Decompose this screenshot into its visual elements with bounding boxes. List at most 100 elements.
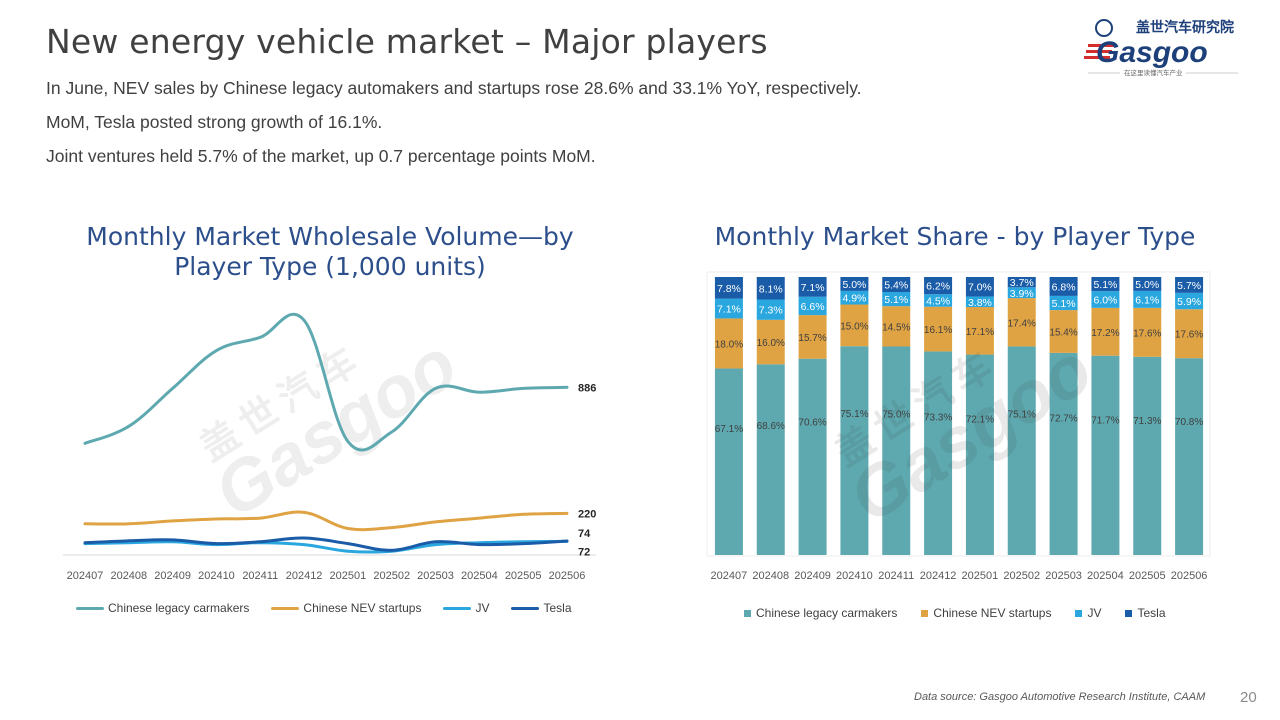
legend-item-legacy: Chinese legacy carmakers — [76, 601, 249, 615]
legend-swatch — [271, 606, 300, 610]
x-tick-label: 202412 — [286, 570, 323, 582]
data-label-legacy: 67.1% — [715, 424, 743, 435]
data-label-legacy: 75.1% — [840, 409, 868, 420]
summary-line-1: In June, NEV sales by Chinese legacy aut… — [46, 78, 862, 98]
legend-swatch — [511, 606, 540, 610]
bar-segment-legacy — [840, 346, 869, 555]
data-label-tesla: 5.0% — [842, 279, 866, 291]
bar-segment-tesla — [798, 277, 827, 297]
legend-label: JV — [475, 601, 490, 615]
bar-segment-legacy — [1091, 355, 1120, 555]
bar-segment-tesla — [924, 277, 953, 295]
data-label-legacy: 72.7% — [1049, 414, 1077, 425]
data-label-startups: 17.6% — [1133, 328, 1161, 339]
x-tick-label: 202501 — [962, 570, 999, 582]
data-label-legacy: 73.3% — [924, 413, 952, 424]
volume-chart-legend: Chinese legacy carmakers Chinese NEV sta… — [76, 601, 594, 615]
bar-segment-startups — [714, 318, 743, 369]
legend-label: Tesla — [1137, 606, 1166, 620]
data-label-tesla: 8.1% — [759, 283, 783, 295]
end-value-label-jv: 72 — [578, 546, 590, 558]
bar-segment-startups — [1049, 310, 1078, 353]
legend-swatch — [921, 609, 929, 617]
data-source-note: Data source: Gasgoo Automotive Research … — [914, 691, 1206, 703]
data-label-startups: 16.0% — [757, 338, 785, 349]
legend-item-jv: JV — [1075, 606, 1101, 620]
data-label-jv: 5.9% — [1177, 296, 1201, 308]
legend-item-legacy: Chinese legacy carmakers — [744, 606, 897, 620]
share-chart-title: Monthly Market Share - by Player Type — [714, 222, 1196, 251]
x-tick-label: 202506 — [1171, 570, 1208, 582]
x-tick-label: 202503 — [417, 570, 454, 582]
data-label-jv: 6.1% — [1135, 294, 1159, 306]
volume-chart-title: Monthly Market Wholesale Volume—by Playe… — [60, 222, 600, 282]
x-tick-label: 202408 — [752, 570, 789, 582]
bar-segment-jv — [1049, 295, 1078, 311]
data-label-legacy: 70.8% — [1175, 417, 1203, 428]
bar-segment-startups — [965, 307, 994, 355]
x-tick-label: 202504 — [1087, 570, 1124, 582]
volume-chart-title-line2: Player Type (1,000 units) — [174, 252, 486, 281]
bar-segment-jv — [965, 296, 994, 308]
data-label-legacy: 70.6% — [798, 417, 826, 428]
legend-item-startups: Chinese NEV startups — [271, 601, 421, 615]
x-tick-label: 202502 — [373, 570, 410, 582]
data-label-jv: 6.6% — [801, 301, 825, 313]
bar-segment-jv — [756, 299, 785, 320]
data-label-startups: 15.0% — [840, 321, 868, 332]
legend-label: Chinese NEV startups — [933, 606, 1052, 620]
data-label-tesla: 5.0% — [1135, 279, 1159, 291]
bar-segment-startups — [1091, 307, 1120, 356]
bar-segment-legacy — [965, 354, 994, 555]
data-label-tesla: 6.8% — [1052, 281, 1076, 293]
data-label-jv: 5.1% — [884, 294, 908, 306]
data-label-jv: 3.8% — [968, 297, 992, 309]
bar-segment-jv — [1133, 290, 1162, 308]
data-label-legacy: 71.7% — [1091, 415, 1119, 426]
bar-segment-jv — [1175, 292, 1204, 310]
bar-segment-startups — [1175, 309, 1204, 359]
bar-segment-legacy — [1049, 352, 1078, 555]
x-tick-label: 202409 — [154, 570, 191, 582]
data-label-tesla: 7.8% — [717, 283, 741, 295]
end-value-label-legacy: 886 — [578, 382, 596, 394]
x-tick-label: 202410 — [836, 570, 873, 582]
x-tick-label: 202410 — [198, 570, 235, 582]
data-label-tesla: 5.7% — [1177, 280, 1201, 292]
x-tick-label: 202407 — [67, 570, 104, 582]
logo-cn-text: 盖世汽车研究院 — [1136, 19, 1234, 35]
legend-item-jv: JV — [443, 601, 489, 615]
bar-segment-tesla — [1175, 277, 1204, 293]
legend-label: Chinese NEV startups — [303, 601, 422, 615]
data-label-jv: 4.9% — [842, 293, 866, 305]
data-label-startups: 14.5% — [882, 322, 910, 333]
data-label-legacy: 68.6% — [757, 421, 785, 432]
data-label-jv: 7.3% — [759, 305, 783, 317]
bar-segment-startups — [840, 304, 869, 347]
bar-segment-legacy — [882, 346, 911, 555]
bar-segment-tesla — [714, 277, 743, 299]
series-line-tesla — [83, 536, 569, 552]
legend-label: Chinese legacy carmakers — [108, 601, 250, 615]
x-tick-label: 202409 — [794, 570, 831, 582]
legend-swatch — [1125, 609, 1133, 617]
x-tick-label: 202412 — [920, 570, 957, 582]
data-label-legacy: 75.0% — [882, 409, 910, 420]
data-label-startups: 16.1% — [924, 325, 952, 336]
x-tick-label: 202408 — [110, 570, 147, 582]
data-label-legacy: 71.3% — [1133, 416, 1161, 427]
legend-item-tesla: Tesla — [1125, 606, 1166, 620]
bar-segment-tesla — [965, 277, 994, 297]
x-tick-label: 202501 — [330, 570, 367, 582]
data-label-tesla: 3.7% — [1010, 277, 1034, 289]
x-tick-label: 202505 — [1129, 570, 1166, 582]
legend-swatch — [443, 606, 472, 610]
logo-tagline: 在这里读懂汽车产业 — [1124, 68, 1183, 77]
bar-segment-tesla — [756, 277, 785, 300]
bar-segment-jv — [924, 294, 953, 307]
bar-segment-tesla — [1049, 277, 1078, 296]
page-title: New energy vehicle market – Major player… — [46, 22, 768, 61]
data-label-jv: 5.1% — [1052, 298, 1076, 310]
bar-segment-startups — [924, 306, 953, 352]
